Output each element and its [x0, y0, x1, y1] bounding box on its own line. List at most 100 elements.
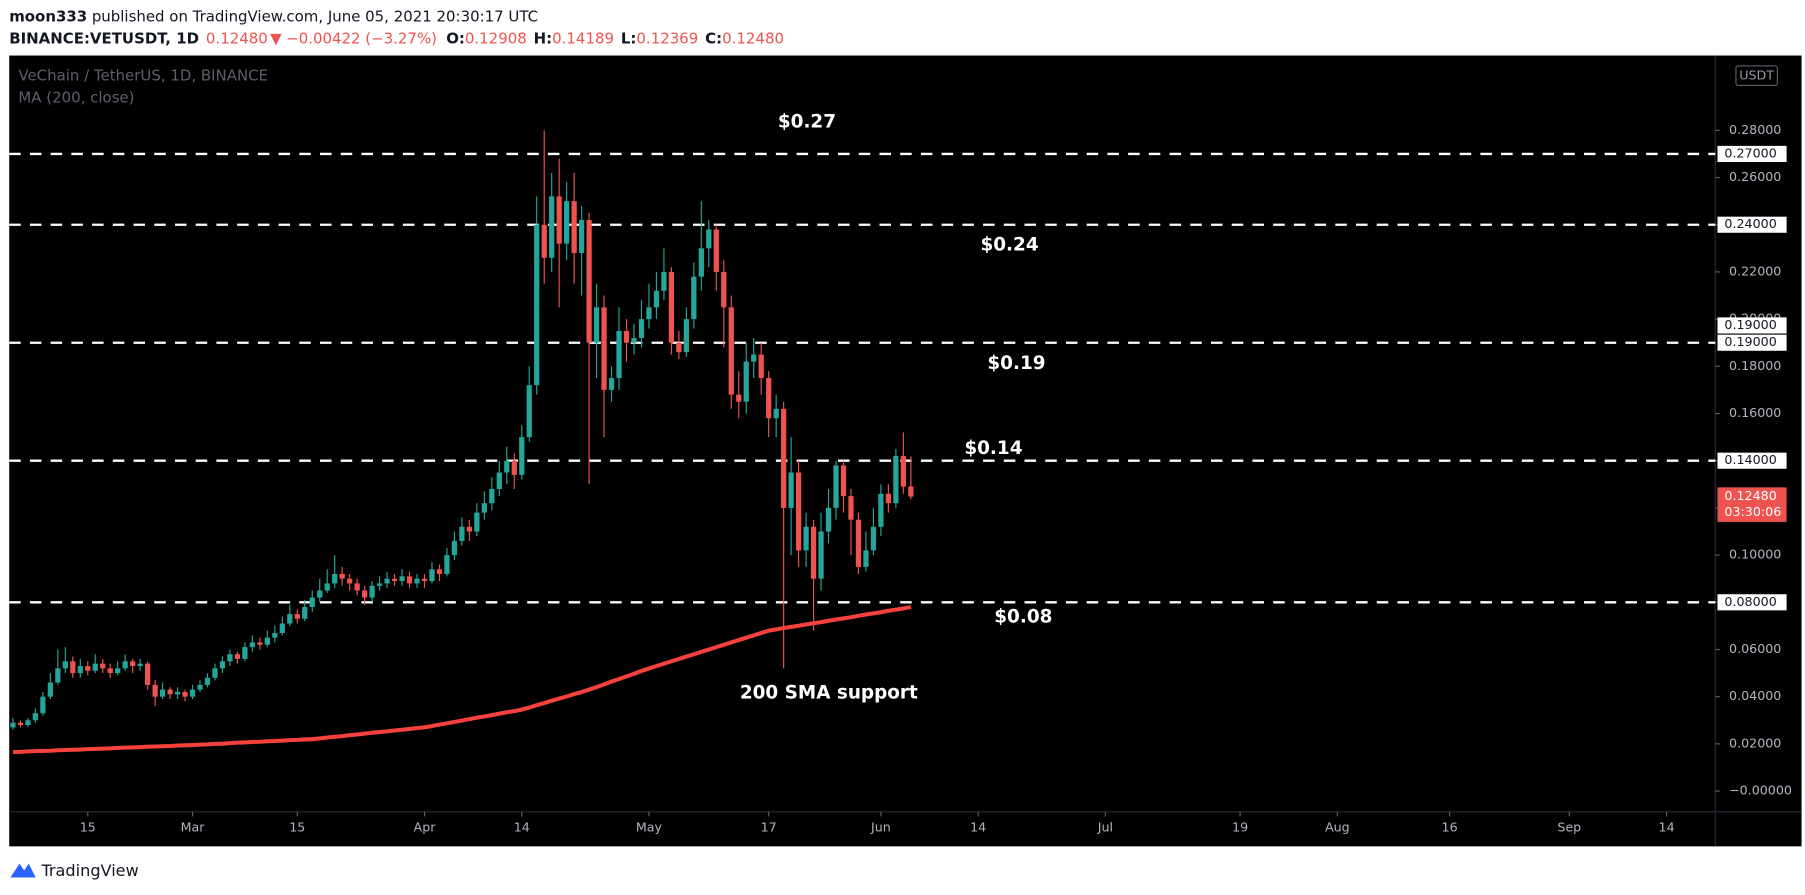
candle-body [721, 271, 727, 308]
candle-body [384, 578, 390, 584]
header-line-2: BINANCE:VETUSDT, 1D 0.12480 ▼ −0.00422 (−3.… [9, 29, 784, 47]
candle-body [773, 408, 779, 419]
candle-body [593, 307, 600, 343]
change-arrow: ▼ [270, 29, 282, 47]
candle-body [601, 307, 607, 390]
candle-body [840, 465, 847, 497]
currency-box [1735, 65, 1778, 87]
candle-body [55, 668, 61, 683]
ohlc-value: 0.12480 [722, 29, 784, 47]
candle-body [159, 689, 166, 697]
candle-body [496, 472, 502, 490]
level-axis-label: 0.27000 [1724, 145, 1776, 160]
candle-body [264, 637, 270, 645]
candle-body [249, 642, 256, 648]
candle-body [40, 696, 46, 714]
candle-body [833, 465, 839, 508]
y-tick-label: 0.06000 [1729, 641, 1781, 656]
candle-body [810, 526, 817, 579]
x-tick-label: Mar [181, 819, 206, 834]
candle-body [743, 361, 749, 402]
candle-body [421, 578, 428, 582]
candle-body [683, 319, 689, 353]
candle-body [586, 220, 592, 343]
candle-body [908, 486, 914, 497]
brand: TradingView [40, 861, 138, 880]
change: −0.00422 (−3.27%) [286, 29, 437, 47]
x-tick-label: Apr [414, 819, 437, 834]
candle-body [541, 224, 547, 258]
candle-body [272, 632, 278, 638]
candle-body [616, 330, 622, 379]
x-tick-label: Sep [1557, 819, 1581, 834]
candle-body [122, 661, 128, 669]
candle-body [549, 196, 555, 258]
candle-body [339, 573, 345, 579]
candle-body [137, 663, 143, 667]
candle-body [713, 229, 719, 272]
last-price: 0.12480 [206, 29, 268, 47]
level-axis-box [1717, 334, 1787, 351]
candle-body [781, 408, 787, 508]
candle-body [788, 472, 794, 508]
indicator-legend: MA (200, close) [18, 89, 134, 107]
candle-body [391, 578, 398, 582]
x-tick-label: Jun [870, 819, 891, 834]
candle-body [803, 526, 809, 551]
price-tag-countdown: 03:30:06 [1724, 504, 1781, 519]
candle-body [227, 654, 233, 662]
candle-body [728, 307, 734, 395]
candle-body [174, 691, 181, 695]
brand-logo [10, 863, 36, 878]
level-axis-box [1717, 594, 1787, 611]
candle-body [302, 607, 308, 619]
level-axis-box [1717, 216, 1787, 233]
candle-body [474, 512, 480, 532]
y-tick-label: 0.26000 [1729, 169, 1781, 184]
candle-body [758, 354, 764, 379]
level-axis-label: 0.24000 [1724, 216, 1776, 231]
level-axis-label: 0.19000 [1724, 317, 1776, 332]
x-tick-label: 14 [970, 819, 986, 834]
candle-body [145, 663, 151, 685]
candle-body [691, 276, 697, 320]
candle-body [77, 666, 83, 674]
candle-body [25, 720, 31, 725]
candle-body [399, 576, 405, 582]
x-tick-label: 16 [1442, 819, 1458, 834]
ohlc-value: 0.12908 [465, 29, 527, 47]
candle-body [706, 229, 712, 249]
ohlc-key: L: [621, 29, 637, 47]
candle-body [676, 342, 682, 353]
x-tick-label: 15 [289, 819, 305, 834]
candle-body [332, 573, 338, 584]
y-tick-label: 0.10000 [1729, 547, 1781, 562]
candle-body [668, 271, 675, 343]
candle-body [661, 271, 667, 291]
candle-body [736, 394, 742, 402]
candle-body [70, 661, 76, 674]
level-annotation: $0.14 [964, 438, 1022, 459]
currency: USDT [1739, 68, 1774, 83]
candle-body [489, 489, 495, 504]
x-tick-label: Aug [1325, 819, 1350, 834]
candle-body [623, 330, 630, 343]
candle-body [406, 576, 413, 584]
candle-body [526, 385, 532, 438]
candle-body [212, 668, 218, 678]
candle-body [347, 578, 353, 584]
candle-body [893, 455, 899, 504]
candle-body [578, 220, 585, 254]
candle-body [825, 507, 832, 532]
candle-body [362, 590, 368, 598]
candle-body [459, 526, 465, 541]
candle-body [354, 583, 360, 591]
x-tick-label: 19 [1232, 819, 1248, 834]
symbol: BINANCE:VETUSDT, 1D [9, 29, 199, 47]
candle-body [152, 684, 158, 697]
ma-line [12, 605, 912, 755]
candle-body [571, 201, 577, 254]
candle-body [219, 661, 226, 669]
